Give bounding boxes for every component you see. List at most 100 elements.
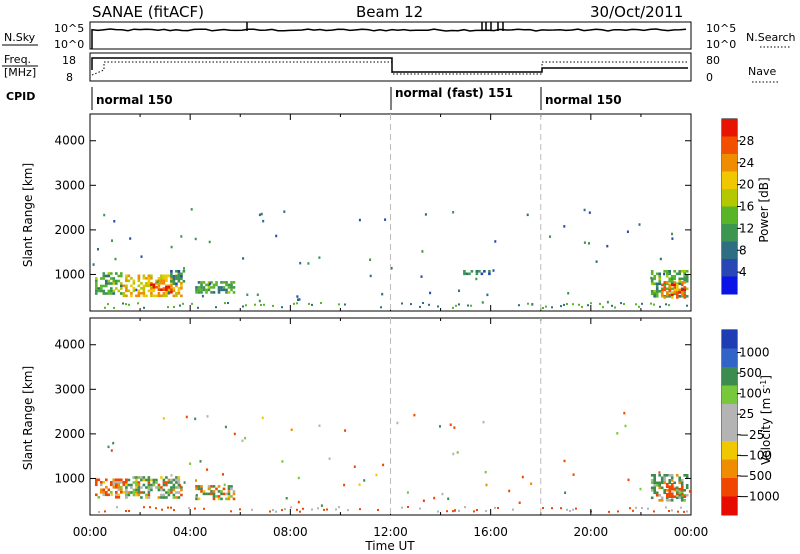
power-cell-249 <box>225 281 228 284</box>
cpid-segment-2: normal (fast) 151 <box>395 86 513 100</box>
power-cell-397 <box>475 272 479 276</box>
power-cell-472 <box>668 304 670 307</box>
power-cell-271 <box>653 277 656 281</box>
velocity-cell-145 <box>170 481 173 484</box>
power-cell-127 <box>160 279 163 283</box>
velocity-cell-435 <box>422 499 425 502</box>
velocity-cell-321 <box>673 495 677 498</box>
power-cell-444 <box>467 304 469 307</box>
velocity-cell-326 <box>681 492 684 496</box>
velocity-cell-308 <box>666 492 669 496</box>
power-cell-428 <box>296 302 298 305</box>
cpid-segment-3: normal 150 <box>545 93 622 107</box>
power-cell-438 <box>422 302 424 304</box>
power-cell-213 <box>197 281 201 284</box>
power-cell-447 <box>527 302 529 305</box>
power-cell-211 <box>195 288 198 292</box>
power-cell-452 <box>563 303 565 306</box>
time-axis: 00:00 04:00 08:00 12:00 16:00 20:00 00:00 <box>73 525 709 539</box>
power-cell-453 <box>566 303 568 305</box>
power-cell-118 <box>157 277 161 280</box>
power-cell-60 <box>125 284 128 288</box>
velocity-cell-429 <box>453 426 456 429</box>
velocity-cell-409 <box>564 491 567 494</box>
power-cell-43 <box>115 282 118 285</box>
velocity-cell-68 <box>132 481 136 484</box>
power-cell-122 <box>157 287 161 290</box>
velocity-cell-251 <box>663 476 666 480</box>
velocity-cell-431 <box>447 497 450 500</box>
velocity-cell-89 <box>140 486 143 489</box>
power-cell-228 <box>207 281 211 284</box>
velocity-cell-223 <box>650 486 654 490</box>
power-cell-130 <box>162 274 166 278</box>
velocity-cell-115 <box>152 483 156 487</box>
power-cell-154 <box>170 287 173 290</box>
velocity-cell-242 <box>658 494 661 497</box>
velocity-cell-320 <box>673 487 677 491</box>
power-cell-7 <box>97 287 101 290</box>
power-cell-475 <box>167 291 170 295</box>
power-cell-189 <box>170 272 173 276</box>
power-cell-483 <box>190 208 193 211</box>
power-cell-433 <box>344 303 346 306</box>
velocity-cell-44 <box>120 488 123 492</box>
velocity-cell-407 <box>413 413 416 417</box>
power-cell-258 <box>230 286 233 289</box>
velocity-colorbar-swatch-5 <box>722 422 737 442</box>
power-cell-364 <box>671 283 674 287</box>
velocity-cell-33 <box>115 496 118 499</box>
velocity-cell-152 <box>172 488 176 492</box>
power-cell-261 <box>232 286 236 289</box>
power-cell-194 <box>172 280 176 283</box>
velocity-cell-396 <box>671 509 673 512</box>
power-cell-79 <box>137 284 141 288</box>
velocity-cell-293 <box>680 491 684 495</box>
velocity-cell-225 <box>650 496 654 500</box>
freq-tick-top: 18 <box>62 54 76 67</box>
power-cell-42 <box>115 279 118 283</box>
power-cell-457 <box>587 304 589 307</box>
velocity-cell-425 <box>627 478 630 482</box>
power-cell-465 <box>635 303 637 306</box>
velocity-cell-159 <box>175 491 178 494</box>
velocity-cell-345 <box>251 508 253 511</box>
velocity-cell-310 <box>668 485 672 488</box>
power-cell-55 <box>122 292 126 295</box>
velocity-cell-260 <box>665 499 669 502</box>
power-cell-147 <box>167 289 171 293</box>
velocity-cell-43 <box>120 486 123 489</box>
power-cell-355 <box>663 288 667 292</box>
power-cell-139 <box>165 279 168 283</box>
power-cell-409 <box>137 302 139 305</box>
power-cell-391 <box>463 270 466 273</box>
power-cell-287 <box>658 282 661 286</box>
velocity-cell-125 <box>160 488 163 492</box>
velocity-cell-157 <box>175 481 178 484</box>
velocity-colorbar-tick-label-4: −25 <box>739 428 764 442</box>
power-cell-121 <box>157 284 161 288</box>
power-cell-278 <box>655 285 659 288</box>
power-cell-408 <box>128 303 130 306</box>
velocity-cell-222 <box>650 481 654 485</box>
velocity-cell-238 <box>658 474 661 477</box>
power-cell-496 <box>563 225 566 228</box>
power-cell-168 <box>177 289 181 293</box>
power-cell-337 <box>683 272 686 276</box>
velocity-cell-462 <box>344 429 347 432</box>
power-cell-190 <box>170 275 173 278</box>
power-cell-526 <box>606 244 609 248</box>
velocity-cell-281 <box>675 496 679 500</box>
velocity-cell-333 <box>143 506 145 509</box>
velocity-cell-262 <box>668 479 671 482</box>
velocity-cell-103 <box>147 483 151 487</box>
nsearch-tick-bottom: 10^0 <box>706 38 736 51</box>
velocity-cell-357 <box>323 508 325 511</box>
velocity-cell-445 <box>328 457 331 460</box>
power-cell-520 <box>258 213 261 217</box>
velocity-cell-437 <box>320 504 323 507</box>
power-cell-432 <box>338 303 340 306</box>
power-data <box>92 208 689 309</box>
power-cell-4 <box>95 287 98 290</box>
power-cell-223 <box>202 286 206 289</box>
